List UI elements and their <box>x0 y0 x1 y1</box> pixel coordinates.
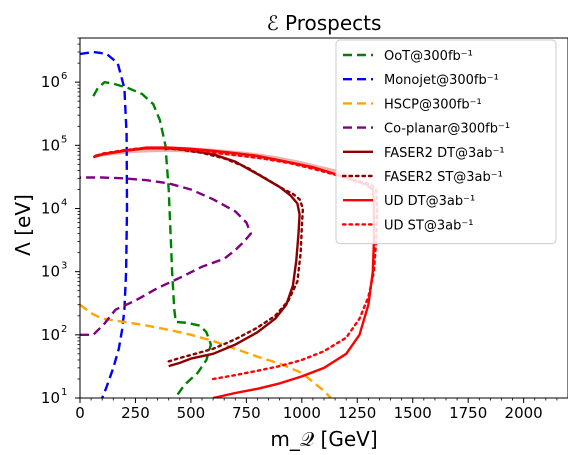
x-tick-label-1: 250 <box>121 404 150 422</box>
y-tick-exponent-1: 2 <box>61 324 67 335</box>
series-line-7 <box>92 146 379 381</box>
legend-label-4: FASER2 DT@3ab⁻¹ <box>384 146 505 161</box>
legend-label-3: Co-planar@300fb⁻¹ <box>384 122 510 137</box>
series-line-5 <box>92 146 305 363</box>
y-tick-label-1: 10 <box>41 326 60 344</box>
x-tick-label-8: 2000 <box>505 404 543 422</box>
x-axis: 0 250 500 750 1000 1250 1500 1750 2000 <box>75 398 558 422</box>
series-line-1 <box>80 50 129 398</box>
y-tick-label-0: 10 <box>41 389 60 407</box>
y-tick-exponent-4: 5 <box>61 134 67 145</box>
series-line-0 <box>92 80 213 398</box>
x-tick-label-7: 1750 <box>449 404 487 422</box>
legend: OoT@300fb⁻¹ Monojet@300fb⁻¹ HSCP@300fb⁻¹ Co… <box>335 39 557 245</box>
legend-label-6: UD DT@3ab⁻¹ <box>384 194 475 209</box>
legend-label-5: FASER2 ST@3ab⁻¹ <box>384 170 503 185</box>
y-tick-exponent-2: 3 <box>61 261 67 272</box>
legend-label-7: UD ST@3ab⁻¹ <box>384 218 473 233</box>
y-tick-label-2: 10 <box>41 263 60 281</box>
legend-label-0: OoT@300fb⁻¹ <box>384 49 473 64</box>
x-tick-label-6: 1500 <box>394 404 432 422</box>
x-tick-label-4: 1000 <box>283 404 321 422</box>
series-line-6 <box>92 146 376 398</box>
chart-title: ℰ Prospects <box>267 11 382 35</box>
x-axis-label: m_𝒬 [GeV] <box>270 427 377 451</box>
x-tick-label-3: 750 <box>232 404 261 422</box>
series-line-3 <box>80 176 253 336</box>
x-tick-label-2: 500 <box>177 404 206 422</box>
series-line-4 <box>92 146 301 368</box>
legend-box <box>335 39 557 245</box>
y-tick-label-4: 10 <box>41 136 60 154</box>
y-axis-label: Λ [eV] <box>11 194 35 256</box>
x-tick-label-0: 0 <box>75 404 85 422</box>
y-tick-exponent-3: 4 <box>61 197 67 208</box>
series-line-2 <box>80 303 332 398</box>
y-tick-exponent-5: 6 <box>61 71 67 82</box>
y-tick-label-3: 10 <box>41 199 60 217</box>
legend-label-1: Monojet@300fb⁻¹ <box>384 73 499 88</box>
x-tick-label-5: 1250 <box>338 404 376 422</box>
y-tick-label-5: 10 <box>41 73 60 91</box>
y-tick-exponent-0: 1 <box>61 387 67 398</box>
series-group <box>80 50 379 398</box>
legend-label-2: HSCP@300fb⁻¹ <box>384 97 482 112</box>
